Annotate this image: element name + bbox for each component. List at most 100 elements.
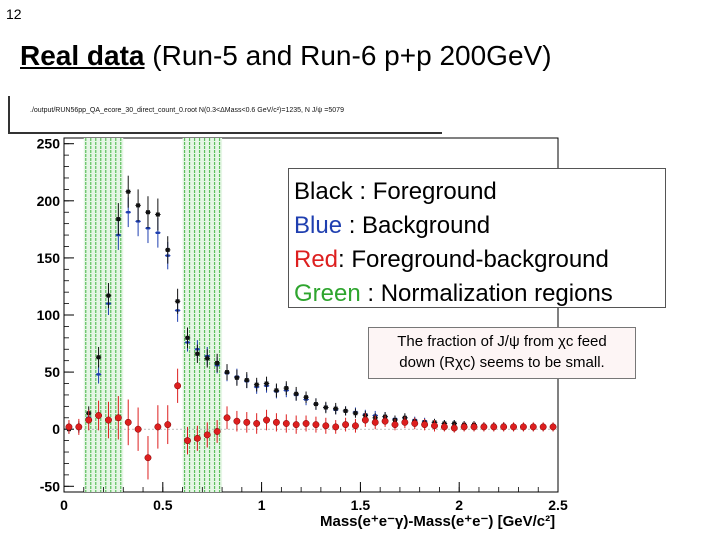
subtracted-point <box>282 420 290 427</box>
subtracted-point <box>381 417 389 425</box>
legend-text-green: : Normalization regions <box>360 280 613 307</box>
subtracted-point <box>302 420 310 427</box>
foreground-point <box>126 189 131 194</box>
slide-title-emphasis: Real data <box>20 40 145 71</box>
subtracted-point <box>203 431 211 439</box>
subtracted-point <box>233 417 241 425</box>
foreground-point <box>284 386 289 391</box>
subtracted-point <box>85 416 93 424</box>
y-tick-label: 0 <box>52 421 60 437</box>
subtracted-point <box>342 421 350 429</box>
foreground-point <box>343 408 348 413</box>
subtracted-point <box>460 423 468 431</box>
subtracted-point <box>529 423 537 431</box>
subtracted-point <box>480 423 488 431</box>
subtracted-point <box>65 423 73 431</box>
color-legend: Black : Foreground Blue : Background Red… <box>288 168 666 308</box>
subtracted-point <box>193 434 201 442</box>
subtracted-point <box>223 414 231 422</box>
subtracted-point <box>272 418 280 426</box>
foreground-point <box>145 210 150 215</box>
subtracted-point <box>411 420 419 427</box>
subtracted-point <box>361 416 369 424</box>
subtracted-point <box>549 423 557 431</box>
note-line-1: The fraction of J/ψ from χc feed <box>397 333 607 350</box>
subtracted-point <box>95 412 103 419</box>
subtracted-point <box>519 423 527 431</box>
subtracted-point <box>440 423 448 431</box>
subtracted-point <box>144 454 152 462</box>
y-tick-label: 200 <box>37 193 61 209</box>
subtracted-point <box>253 420 261 427</box>
foreground-point <box>136 203 141 208</box>
subtracted-point <box>154 423 162 431</box>
subtracted-point <box>391 421 399 429</box>
x-tick-label: 0.5 <box>153 497 173 513</box>
foreground-point <box>244 378 249 383</box>
foreground-point <box>185 335 190 340</box>
foreground-point <box>165 247 170 252</box>
x-tick-label: 1.5 <box>351 497 371 513</box>
x-tick-label: 2.5 <box>548 497 568 513</box>
foreground-point <box>205 356 210 361</box>
foreground-point <box>106 293 111 298</box>
note-line-2: down (Rχc) seems to be small. <box>399 354 605 371</box>
foreground-point <box>304 395 309 400</box>
y-tick-label: -50 <box>40 478 60 494</box>
foreground-point <box>195 351 200 356</box>
subtracted-point <box>500 423 508 431</box>
subtracted-point <box>322 422 330 430</box>
foreground-point <box>333 406 338 411</box>
legend-key-red: Red <box>294 246 339 273</box>
y-tick-label: 250 <box>37 136 61 152</box>
x-tick-label: 1 <box>258 497 266 513</box>
foreground-point <box>116 217 121 222</box>
foreground-point <box>234 375 239 380</box>
subtracted-point <box>184 437 191 445</box>
subtracted-point <box>243 418 251 426</box>
legend-text-red: : Foreground-background <box>338 246 609 273</box>
subtracted-point <box>75 423 83 431</box>
subtracted-point <box>470 423 478 431</box>
subtracted-point <box>332 423 340 431</box>
foreground-point <box>264 381 269 386</box>
subtracted-point <box>490 423 498 431</box>
subtracted-point <box>292 421 300 429</box>
foreground-point <box>323 405 328 410</box>
legend-entry-red: Red: Foreground-background <box>294 243 665 277</box>
background-point <box>126 211 131 214</box>
y-tick-label: 150 <box>37 250 61 266</box>
normalization-region-1 <box>83 138 124 492</box>
slide-number: 12 <box>6 6 22 22</box>
subtracted-point <box>421 421 429 429</box>
background-point <box>96 373 101 376</box>
legend-key-green: Green <box>294 280 361 307</box>
foreground-point <box>175 299 180 304</box>
y-tick-label: 50 <box>44 364 60 380</box>
slide-title: Real data (Run-5 and Run-6 p+p 200GeV) <box>20 40 552 72</box>
foreground-point <box>215 360 220 365</box>
subtracted-point <box>371 418 379 426</box>
x-tick-label: 0 <box>60 497 68 513</box>
foreground-point <box>313 402 318 407</box>
legend-key-blue: Blue <box>294 212 343 239</box>
subtracted-point <box>401 418 409 426</box>
subtracted-point <box>510 423 517 431</box>
subtracted-point <box>164 421 172 429</box>
plot-header-box <box>8 96 442 134</box>
foreground-point <box>294 391 299 396</box>
slide-title-rest: (Run-5 and Run-6 p+p 200GeV) <box>144 40 552 71</box>
feed-down-note: The fraction of J/ψ from χc feed down (R… <box>368 327 636 379</box>
legend-entry-green: Green : Normalization regions <box>294 277 665 311</box>
legend-entry-black: Black : Foreground <box>294 175 665 209</box>
foreground-point <box>225 370 230 375</box>
legend-text-black: : Foreground <box>352 178 497 205</box>
subtracted-point <box>450 424 458 432</box>
foreground-point <box>274 388 279 393</box>
subtracted-point <box>312 421 320 429</box>
subtracted-point <box>539 423 547 431</box>
legend-key-black: Black <box>294 178 353 205</box>
background-point <box>155 231 160 234</box>
x-axis-title: Mass(e⁺e⁻γ)-Mass(e⁺e⁻) [GeV/c²] <box>320 513 556 530</box>
